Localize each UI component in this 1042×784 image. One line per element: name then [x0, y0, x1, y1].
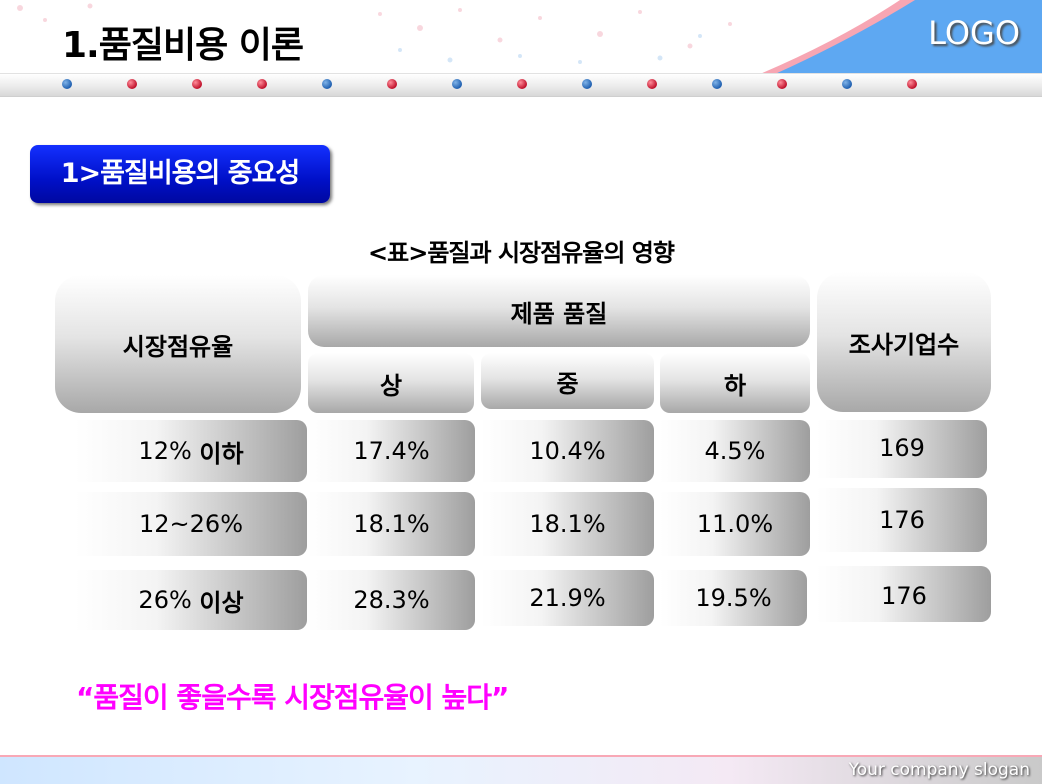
header-dot-icon: [127, 79, 137, 89]
range-word: 이상: [199, 588, 244, 617]
table-cell-mid: 10.4%: [481, 420, 654, 482]
section-heading: 1>품질비용의 중요성: [30, 145, 330, 203]
header-dot-icon: [582, 79, 592, 89]
company-logo: LOGO: [928, 14, 1020, 52]
footer-divider: [0, 755, 1042, 757]
table-cell-mid: 18.1%: [481, 492, 654, 556]
table-cell-mid: 21.9%: [481, 570, 654, 626]
header-market-share: 시장점유율: [55, 275, 301, 413]
header-dot-icon: [387, 79, 397, 89]
range-value: 12~26%: [139, 510, 243, 538]
header-product-quality: 제품 품질: [308, 275, 810, 347]
header-dot-icon: [712, 79, 722, 89]
table-row-label: 12% 이하: [75, 420, 307, 482]
header-quality-high: 상: [308, 353, 474, 413]
range-value: 12%: [138, 437, 192, 465]
header-dot-icon: [842, 79, 852, 89]
header-dot-icon: [62, 79, 72, 89]
table-row-label: 26% 이상: [75, 570, 307, 630]
table-row-label: 12~26%: [75, 492, 307, 556]
slide-title: 1.품질비용 이론: [62, 25, 304, 66]
table-caption: <표>품질과 시장점유율의 영향: [368, 239, 675, 267]
table-cell-high: 17.4%: [308, 420, 475, 482]
table-cell-low: 11.0%: [660, 492, 810, 556]
header-company-count: 조사기업수: [817, 272, 991, 412]
table-cell-low: 19.5%: [660, 570, 807, 626]
header-dot-icon: [322, 79, 332, 89]
header-dot-icon: [192, 79, 202, 89]
header-decoration: [17, 0, 1042, 74]
range-value: 26%: [138, 586, 192, 614]
company-slogan: Your company slogan: [848, 760, 1030, 780]
table-cell-companies: 169: [817, 420, 987, 478]
header-dot-icon: [907, 79, 917, 89]
table-cell-high: 28.3%: [308, 570, 475, 630]
header-dot-icon: [452, 79, 462, 89]
table-cell-companies: 176: [817, 488, 987, 552]
header-quality-low: 하: [660, 353, 810, 413]
slide-footer: [0, 755, 1042, 784]
table-cell-high: 18.1%: [308, 492, 475, 556]
header-quality-mid: 중: [481, 353, 654, 409]
header-band: [0, 73, 1042, 97]
slide-header: [0, 0, 1042, 97]
header-dot-icon: [647, 79, 657, 89]
header-dot-icon: [517, 79, 527, 89]
table-cell-companies: 176: [817, 566, 991, 622]
header-dot-icon: [777, 79, 787, 89]
header-dot-icon: [257, 79, 267, 89]
range-word: 이하: [199, 439, 244, 468]
table-cell-low: 4.5%: [660, 420, 810, 482]
conclusion-quote: “품질이 좋을수록 시장점유율이 높다”: [76, 681, 509, 714]
